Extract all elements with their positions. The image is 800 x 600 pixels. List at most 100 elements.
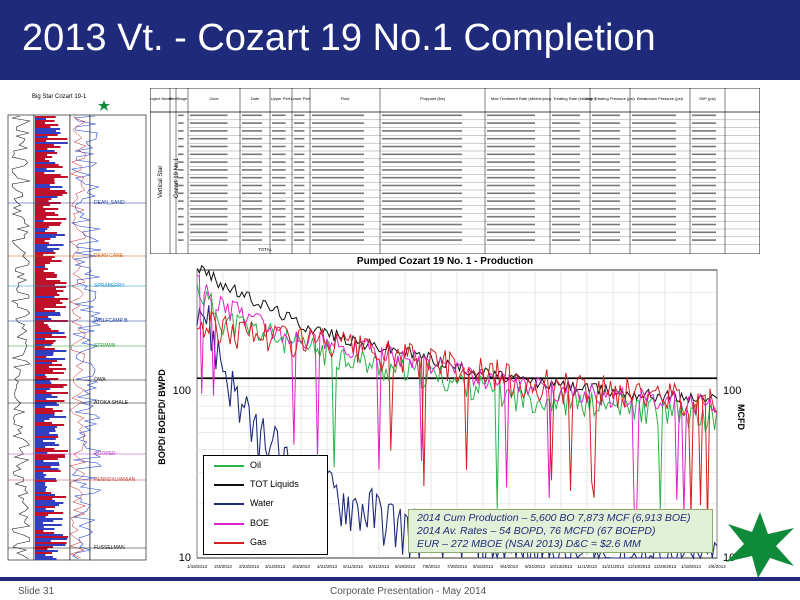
table-cell bbox=[632, 215, 676, 218]
table-cell bbox=[592, 176, 620, 179]
table-cell bbox=[382, 215, 462, 218]
log-fill-band bbox=[35, 240, 45, 242]
chart-title: Pumped Cozart 19 No. 1 - Production bbox=[357, 256, 533, 267]
table-cell bbox=[242, 161, 262, 163]
table-cell bbox=[190, 231, 228, 234]
log-fill-band bbox=[35, 398, 47, 400]
table-cell bbox=[312, 137, 364, 140]
log-fill-band bbox=[35, 468, 59, 470]
log-fill-band bbox=[35, 140, 47, 142]
log-fill-band bbox=[35, 438, 56, 440]
log-fill-band bbox=[35, 128, 61, 130]
table-header: Avg. Treating Pressure (psi) bbox=[585, 96, 635, 101]
table-cell bbox=[487, 192, 535, 195]
table-cell bbox=[242, 184, 262, 187]
log-fill-band bbox=[35, 142, 68, 144]
legend-swatch bbox=[214, 542, 244, 544]
table-cell bbox=[294, 137, 305, 140]
log-fill-band bbox=[35, 416, 67, 418]
table-cell bbox=[552, 200, 580, 202]
table-cell bbox=[692, 208, 716, 210]
legend-item-oil: Oil bbox=[210, 460, 325, 472]
table-cell bbox=[382, 208, 462, 210]
table-cell bbox=[592, 137, 620, 140]
log-fill-band bbox=[35, 180, 55, 182]
table-cell bbox=[272, 192, 286, 195]
table-cell bbox=[178, 169, 184, 171]
table-cell bbox=[190, 161, 228, 163]
table-cell bbox=[632, 192, 676, 195]
table-cell bbox=[382, 200, 462, 202]
x-tick-label: 5/11/2013 bbox=[343, 564, 363, 569]
log-fill-band bbox=[35, 420, 45, 422]
log-fill-band bbox=[35, 382, 52, 384]
log-fill-band bbox=[35, 144, 54, 146]
table-cell bbox=[242, 137, 262, 140]
log-fill-band bbox=[35, 146, 61, 148]
log-fill-band bbox=[35, 234, 65, 236]
table-cell bbox=[242, 122, 262, 124]
table-cell bbox=[592, 215, 620, 218]
table-cell bbox=[487, 176, 535, 179]
table-cell bbox=[632, 200, 676, 202]
log-fill-band bbox=[35, 302, 63, 304]
log-fill-band bbox=[35, 150, 55, 152]
table-cell bbox=[294, 153, 305, 156]
log-fill-band bbox=[35, 200, 49, 202]
log-fill-band bbox=[35, 152, 58, 154]
table-cell bbox=[692, 215, 716, 218]
log-fill-band bbox=[35, 206, 44, 208]
table-cell bbox=[272, 200, 286, 202]
table-cell bbox=[294, 161, 305, 163]
log-fill-band bbox=[35, 308, 45, 310]
table-cell bbox=[592, 231, 620, 234]
star-logo-icon bbox=[726, 512, 794, 578]
table-cell bbox=[592, 192, 620, 195]
log-label: DEAN CARE bbox=[94, 253, 124, 259]
table-cell bbox=[592, 153, 620, 156]
log-fill-band bbox=[35, 540, 51, 542]
log-fill-band bbox=[35, 380, 51, 382]
log-fill-band bbox=[35, 506, 55, 508]
log-track-3 bbox=[69, 114, 91, 561]
table-cell bbox=[242, 239, 262, 241]
log-fill-band bbox=[35, 282, 67, 284]
table-cell bbox=[552, 176, 580, 179]
log-fill-band bbox=[35, 548, 48, 550]
table-cell bbox=[632, 153, 676, 156]
log-fill-band bbox=[35, 326, 50, 328]
table-cell bbox=[552, 161, 580, 163]
table-cell bbox=[294, 200, 305, 202]
table-cell bbox=[692, 239, 716, 241]
x-tick-label: 9/4/2013 bbox=[500, 564, 518, 569]
legend-swatch bbox=[214, 503, 244, 505]
log-fill-band bbox=[35, 434, 58, 436]
log-fill-band bbox=[35, 370, 53, 372]
log-fill-band bbox=[35, 406, 46, 408]
table-cell bbox=[294, 176, 305, 179]
table-cell bbox=[692, 122, 716, 124]
table-cell bbox=[382, 184, 462, 187]
table-cell bbox=[632, 130, 676, 132]
log-fill-band bbox=[35, 244, 64, 246]
table-cell bbox=[382, 161, 462, 163]
table-cell bbox=[294, 223, 305, 226]
table-cell bbox=[592, 122, 620, 124]
x-tick-label: 10/13/2013 bbox=[550, 564, 573, 569]
log-fill-band bbox=[35, 500, 56, 502]
table-cell bbox=[692, 145, 716, 148]
legend-item-water: Water bbox=[210, 498, 325, 510]
log-fill-band bbox=[35, 184, 50, 186]
log-fill-band bbox=[35, 408, 53, 410]
x-tick-label: 12/10/2013 bbox=[628, 564, 651, 569]
table-cell bbox=[487, 130, 535, 132]
table-cell bbox=[382, 137, 462, 140]
log-fill-band bbox=[35, 310, 56, 312]
table-cell bbox=[272, 137, 286, 140]
table-cell bbox=[312, 161, 364, 163]
table-cell bbox=[190, 137, 228, 140]
table-header: Fluid bbox=[341, 96, 350, 101]
log-fill-band bbox=[35, 238, 51, 240]
well-log-title: Big Star Cozart 19-1 bbox=[32, 94, 87, 100]
table-header: Lower Perf. bbox=[291, 96, 311, 101]
